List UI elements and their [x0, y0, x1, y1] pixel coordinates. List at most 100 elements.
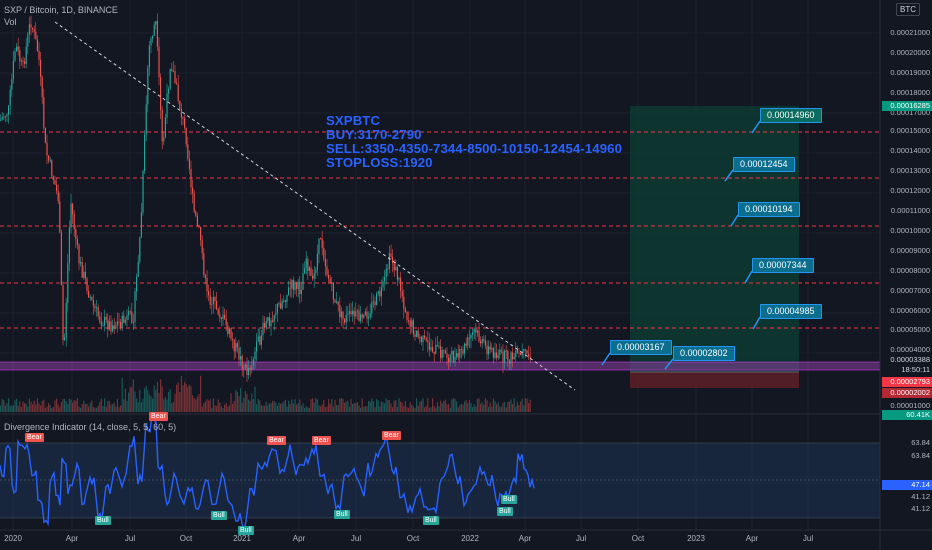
volume-bar: [230, 393, 232, 412]
volume-bar: [467, 403, 469, 412]
volume-bar: [462, 404, 464, 412]
volume-bar: [337, 405, 339, 412]
bull-signal[interactable]: Bull: [423, 516, 439, 525]
candle-body: [489, 346, 491, 350]
symbol-title[interactable]: SXP / Bitcoin, 1D, BINANCE: [4, 5, 118, 15]
candle-body: [486, 345, 488, 355]
volume-bar: [289, 403, 291, 412]
candle-body: [406, 311, 408, 321]
candle-body: [128, 311, 130, 316]
candle-body: [126, 315, 128, 320]
volume-bar: [316, 399, 318, 412]
bull-signal[interactable]: Bull: [497, 507, 513, 516]
volume-bar: [235, 389, 237, 412]
candle-body: [320, 238, 322, 240]
volume-bar: [137, 402, 139, 412]
volume-bar: [209, 399, 211, 412]
volume-bar: [150, 396, 152, 412]
bull-signal[interactable]: Bull: [211, 511, 227, 520]
bear-signal[interactable]: Bear: [267, 436, 286, 445]
candle-body: [171, 69, 173, 72]
volume-bar: [32, 404, 34, 412]
candle-body: [528, 353, 530, 357]
candle-body: [422, 335, 424, 343]
price-label-target-5[interactable]: 0.00004985: [760, 304, 822, 319]
volume-label[interactable]: Vol: [4, 17, 17, 27]
candle-body: [502, 351, 504, 363]
candle-body: [182, 117, 184, 119]
target-pointer: [730, 214, 739, 227]
candle-body: [28, 24, 30, 35]
price-label-target-4[interactable]: 0.00007344: [752, 258, 814, 273]
volume-bar: [156, 381, 158, 412]
candle-body: [368, 317, 370, 319]
bull-signal[interactable]: Bull: [95, 516, 111, 525]
volume-bar: [374, 407, 376, 412]
candle-body: [363, 315, 365, 318]
price-label-entry-1[interactable]: 0.00003167: [610, 340, 672, 355]
candle-body: [22, 60, 24, 62]
volume-bar: [227, 406, 229, 412]
bull-signal[interactable]: Bull: [238, 526, 254, 535]
indicator-title[interactable]: Divergence Indicator (14, close, 5, 5, 6…: [4, 422, 177, 432]
currency-badge[interactable]: BTC: [896, 3, 920, 16]
volume-bar: [118, 407, 120, 412]
volume-bar: [475, 406, 477, 412]
candle-body: [310, 267, 312, 276]
bear-signal[interactable]: Bear: [25, 433, 44, 442]
target-pointer: [724, 169, 734, 182]
volume-bar: [184, 381, 186, 412]
volume-bar: [286, 406, 288, 412]
price-label-entry-2[interactable]: 0.00002802: [673, 346, 735, 361]
candle-body: [420, 337, 422, 343]
target-pointer: [744, 270, 753, 284]
candle-body: [49, 160, 51, 162]
candle-body: [217, 309, 219, 315]
candle-body: [118, 321, 120, 323]
volume-bar: [68, 398, 70, 412]
candle-body: [163, 137, 165, 142]
price-label-target-3[interactable]: 0.00010194: [738, 202, 800, 217]
candle-body: [284, 300, 286, 302]
volume-bar: [168, 391, 170, 412]
candle-body: [444, 350, 446, 354]
volume-bar: [51, 407, 53, 412]
candle-body: [307, 258, 309, 271]
candle-body: [190, 168, 192, 188]
candle-body: [281, 301, 283, 309]
candle-body: [131, 311, 133, 323]
volume-bar: [398, 398, 400, 412]
bull-signal[interactable]: Bull: [334, 510, 350, 519]
volume-bar: [451, 399, 453, 412]
price-label-target-1[interactable]: 0.00014960: [760, 108, 822, 123]
bull-signal[interactable]: Bull: [501, 495, 517, 504]
indicator-line: [0, 413, 535, 533]
candle-body: [524, 349, 526, 351]
candle-body: [403, 296, 405, 309]
candle-body: [323, 248, 325, 259]
bear-signal[interactable]: Bear: [382, 431, 401, 440]
volume-bar: [510, 399, 512, 412]
bear-signal[interactable]: Bear: [312, 436, 331, 445]
volume-bar: [8, 398, 10, 412]
candle-body: [468, 337, 470, 339]
bear-signal[interactable]: Bear: [149, 412, 168, 421]
volume-bar: [158, 392, 160, 412]
target-pointer: [601, 352, 611, 366]
candle-body: [313, 273, 315, 279]
volume-bar: [324, 407, 326, 412]
candle-body: [348, 311, 350, 314]
candle-body: [30, 24, 32, 28]
volume-bar: [236, 391, 238, 412]
price-label-target-2[interactable]: 0.00012454: [733, 157, 795, 172]
candle-body: [297, 281, 299, 290]
price-tick: 0.00013000: [890, 166, 930, 175]
price-tick: 0.00014000: [890, 146, 930, 155]
volume-bar: [92, 406, 94, 412]
indicator-tick: 41.12: [911, 492, 930, 501]
volume-bar: [332, 406, 334, 412]
candle-body: [238, 347, 240, 360]
volume-bar: [164, 396, 166, 412]
candle-body: [280, 303, 282, 309]
